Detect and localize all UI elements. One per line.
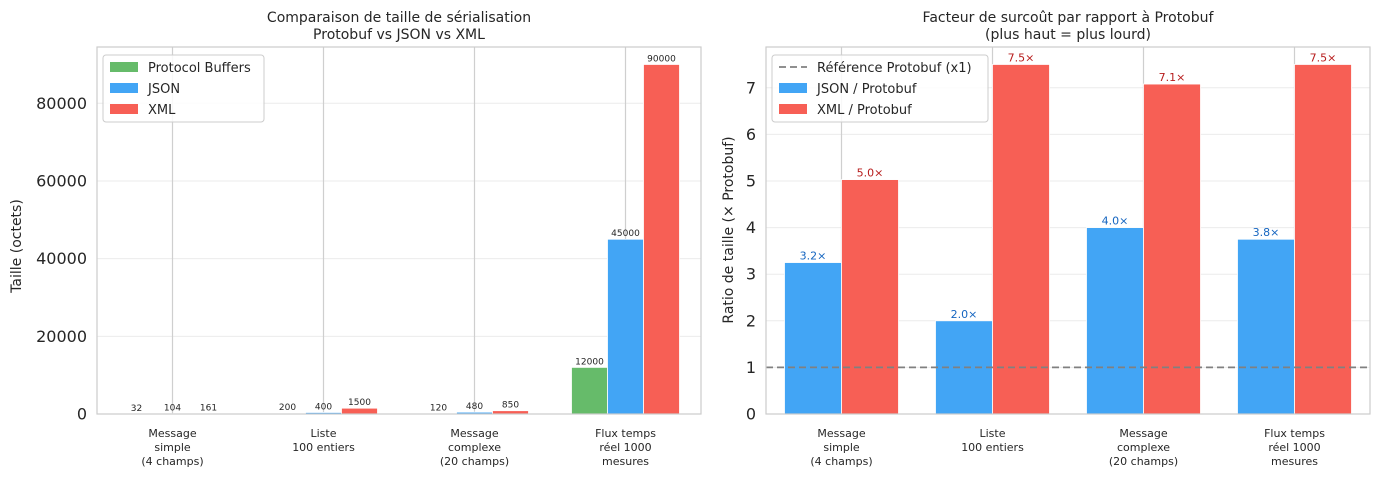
left-plot-frame [96, 46, 702, 415]
data-label: 4.0× [1102, 215, 1129, 228]
x-tick-label: Liste [311, 427, 337, 440]
legend-label-protobuf: Protocol Buffers [148, 61, 251, 76]
x-tick-label: simple [154, 441, 191, 454]
data-label: 400 [315, 402, 332, 412]
right-chart-subtitle: (plus haut = plus lourd) [985, 27, 1151, 43]
y-tick-label: 0 [746, 405, 756, 424]
y-tick-label: 2 [746, 311, 756, 330]
legend-swatch-xml-ratio [779, 104, 807, 114]
x-tick-label: (20 champs) [1109, 455, 1178, 468]
legend-swatch-xml [110, 104, 138, 114]
x-tick-label: Message [1119, 427, 1167, 440]
x-tick-label: Message [450, 427, 498, 440]
x-tick-label: 100 entiers [292, 441, 355, 454]
x-tick-label: complexe [448, 441, 501, 454]
left-y-tick-labels: 0 20000 40000 60000 80000 [36, 94, 87, 424]
legend-label-xml-ratio: XML / Protobuf [817, 103, 912, 118]
right-legend-box [771, 54, 989, 123]
x-tick-label: mesures [602, 455, 649, 468]
y-tick-label: 5 [746, 171, 756, 190]
left-chart-subtitle: Protobuf vs JSON vs XML [313, 27, 485, 43]
data-label: 3.2× [800, 250, 827, 263]
x-tick-label: simple [823, 441, 860, 454]
bar [571, 366, 608, 415]
y-tick-label: 7 [746, 78, 756, 97]
data-label: 12000 [575, 357, 604, 367]
data-label: 90000 [647, 54, 676, 64]
right-plot-frame [765, 46, 1371, 415]
x-tick-label: réel 1000 [1268, 441, 1320, 454]
data-label: 7.5× [1310, 51, 1337, 64]
left-y-axis-label: Taille (octets) [9, 199, 25, 294]
right-chart-title: Facteur de surcoût par rapport à Protobu… [923, 10, 1215, 26]
y-tick-label: 6 [746, 125, 756, 144]
data-label: 850 [502, 401, 519, 411]
data-label: 480 [466, 402, 483, 412]
x-tick-label: (20 champs) [440, 455, 509, 468]
legend-swatch-json [110, 83, 138, 93]
legend-swatch-json-ratio [779, 83, 807, 93]
right-y-axis-label: Ratio de taille (× Protobuf) [721, 136, 737, 323]
x-tick-label: réel 1000 [599, 441, 651, 454]
bar [1086, 227, 1144, 415]
right-y-tick-labels: 0 1 2 3 4 5 6 7 [746, 78, 756, 423]
right-bar-labels: 3.2× 2.0× 4.0× 3.8× 5.0× 7.5× 7.1× 7.5× [800, 51, 1337, 320]
data-label: 2.0× [951, 308, 978, 321]
bar [841, 179, 899, 415]
bar [1294, 64, 1352, 415]
x-tick-label: 100 entiers [961, 441, 1024, 454]
y-tick-label: 1 [746, 358, 756, 377]
x-tick-label: mesures [1271, 455, 1318, 468]
right-legend: Référence Protobuf (x1) JSON / Protobuf … [771, 54, 989, 123]
data-label: 161 [200, 403, 217, 413]
y-tick-label: 3 [746, 265, 756, 284]
bar [607, 238, 644, 415]
data-label: 5.0× [857, 167, 884, 180]
left-legend-box [102, 54, 265, 123]
right-bars [784, 64, 1352, 415]
x-tick-label: (4 champs) [141, 455, 203, 468]
x-tick-label: Flux temps [595, 427, 656, 440]
x-tick-label: Liste [980, 427, 1006, 440]
legend-label-json: JSON [147, 82, 180, 97]
y-tick-label: 40000 [36, 249, 87, 268]
data-label: 200 [279, 403, 296, 413]
x-tick-label: Message [148, 427, 196, 440]
x-tick-label: (4 champs) [810, 455, 872, 468]
bar [992, 64, 1050, 415]
size-comparison-chart: 32 200 120 12000 104 400 480 45000 161 1500 850 900… [9, 10, 702, 468]
data-label: 3.8× [1253, 226, 1280, 239]
y-tick-label: 0 [77, 405, 87, 424]
data-label: 45000 [611, 229, 640, 239]
bar [341, 407, 378, 415]
x-tick-label: Message [817, 427, 865, 440]
left-bar-labels: 32 200 120 12000 104 400 480 45000 161 1500 850 900… [131, 54, 676, 413]
y-tick-label: 60000 [36, 171, 87, 190]
y-tick-label: 20000 [36, 327, 87, 346]
left-chart-title: Comparaison de taille de sérialisation [267, 10, 531, 26]
legend-swatch-protobuf [110, 62, 138, 72]
overhead-factor-chart: 3.2× 2.0× 4.0× 3.8× 5.0× 7.5× 7.1× 7.5× 0 1 2 3 4 5 6… [721, 10, 1371, 468]
data-label: 7.5× [1008, 51, 1035, 64]
legend-label-reference: Référence Protobuf (x1) [817, 61, 972, 76]
left-legend: Protocol Buffers JSON XML [102, 54, 265, 123]
x-tick-label: complexe [1117, 441, 1170, 454]
y-tick-label: 4 [746, 218, 756, 237]
bar [1143, 83, 1201, 415]
data-label: 104 [164, 404, 181, 414]
y-tick-label: 80000 [36, 94, 87, 113]
data-label: 1500 [348, 398, 371, 408]
data-label: 7.1× [1159, 71, 1186, 84]
legend-label-xml: XML [148, 103, 176, 118]
legend-label-json-ratio: JSON / Protobuf [816, 82, 917, 97]
bar [643, 64, 680, 415]
data-label: 120 [430, 404, 447, 414]
bar [784, 262, 842, 415]
data-label: 32 [131, 404, 142, 414]
bar [1237, 238, 1295, 415]
x-tick-label: Flux temps [1264, 427, 1325, 440]
